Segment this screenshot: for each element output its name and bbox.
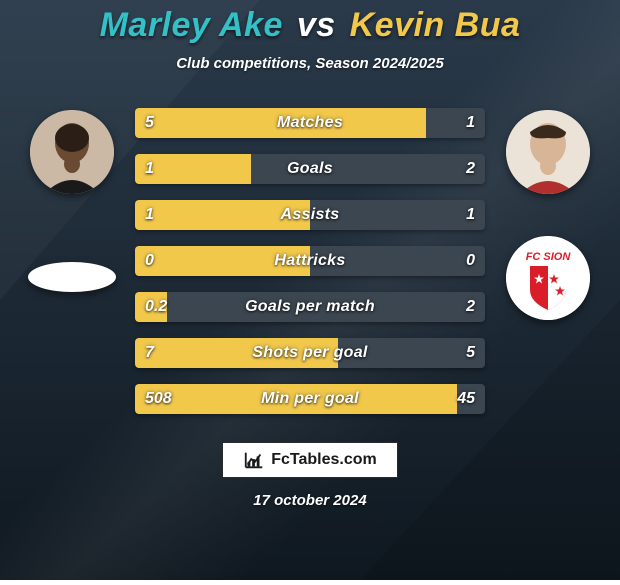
stat-row: Shots per goal 7 5: [135, 338, 485, 368]
stat-label: Goals per match: [245, 298, 375, 316]
stat-value-left: 7: [145, 344, 154, 362]
stat-row: Min per goal 508 45: [135, 384, 485, 414]
stat-label: Min per goal: [261, 390, 359, 408]
stat-value-right: 0: [466, 252, 475, 270]
stats-list: Matches 5 1 Goals 1 2 Assists 1 1 Hattricks 0 0 Goal…: [135, 100, 485, 414]
stat-label: Hattricks: [274, 252, 345, 270]
stat-row: Goals 1 2: [135, 154, 485, 184]
stat-row: Matches 5 1: [135, 108, 485, 138]
chart-icon: [243, 449, 265, 471]
stat-value-left: 1: [145, 206, 154, 224]
stat-bar-right: [426, 108, 486, 138]
comparison-row: Matches 5 1 Goals 1 2 Assists 1 1 Hattricks 0 0 Goal…: [0, 100, 620, 414]
fc-sion-badge-icon: FC SION: [506, 236, 590, 320]
player1-club-placeholder: [28, 262, 116, 292]
page-title: Marley Ake vs Kevin Bua: [100, 6, 521, 45]
date-text: 17 october 2024: [253, 492, 366, 509]
subtitle: Club competitions, Season 2024/2025: [176, 55, 444, 72]
player2-avatar: [506, 110, 590, 194]
title-player2: Kevin Bua: [350, 6, 521, 44]
stat-value-right: 5: [466, 344, 475, 362]
brand-badge: FcTables.com: [222, 442, 398, 478]
stat-row: Hattricks 0 0: [135, 246, 485, 276]
stat-value-right: 1: [466, 114, 475, 132]
stat-value-right: 1: [466, 206, 475, 224]
player1-column: [27, 100, 117, 414]
stat-label: Matches: [277, 114, 343, 132]
avatar-placeholder-icon: [30, 110, 114, 194]
svg-text:FC SION: FC SION: [526, 251, 572, 263]
stat-value-left: 0.2: [145, 298, 167, 316]
stat-value-left: 508: [145, 390, 172, 408]
stat-row: Goals per match 0.2 2: [135, 292, 485, 322]
player2-column: FC SION: [503, 100, 593, 414]
stat-value-left: 1: [145, 160, 154, 178]
brand-text: FcTables.com: [271, 451, 377, 469]
stat-label: Assists: [280, 206, 339, 224]
stat-row: Assists 1 1: [135, 200, 485, 230]
stat-value-right: 45: [457, 390, 475, 408]
stat-value-left: 0: [145, 252, 154, 270]
stat-value-right: 2: [466, 298, 475, 316]
avatar-placeholder-icon: [506, 110, 590, 194]
stat-value-right: 2: [466, 160, 475, 178]
title-player1: Marley Ake: [100, 6, 283, 44]
footer: FcTables.com 17 october 2024: [222, 442, 398, 509]
player2-club-badge: FC SION: [506, 236, 590, 320]
stat-label: Shots per goal: [252, 344, 367, 362]
stat-label: Goals: [287, 160, 333, 178]
player1-avatar: [30, 110, 114, 194]
title-vs: vs: [297, 6, 336, 44]
stat-value-left: 5: [145, 114, 154, 132]
stat-bar-right: [251, 154, 486, 184]
